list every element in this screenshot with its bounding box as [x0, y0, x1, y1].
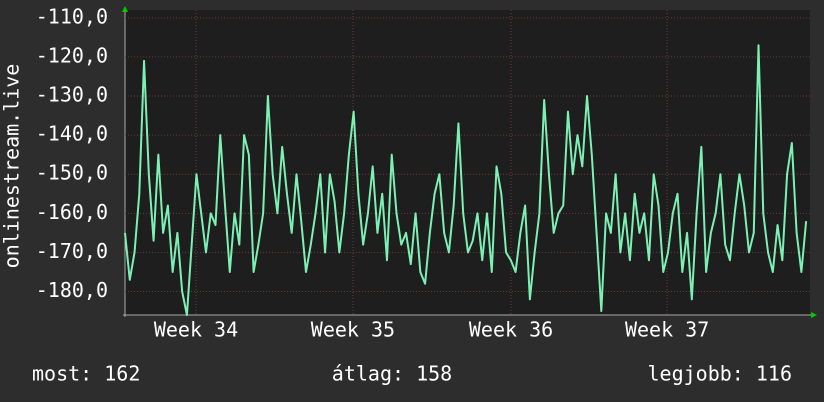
y-tick-label: -140,0	[36, 122, 108, 146]
x-tick-label: Week 37	[625, 318, 709, 342]
stat-current: most: 162	[32, 362, 140, 386]
y-tick-label: -170,0	[36, 239, 108, 263]
axis-arrow	[811, 312, 817, 318]
y-tick-label: -180,0	[36, 278, 108, 302]
y-tick-label: -160,0	[36, 200, 108, 224]
x-tick-label: Week 35	[311, 318, 395, 342]
y-tick-label: -130,0	[36, 83, 108, 107]
data-line	[124, 44, 808, 316]
y-tick-label: -150,0	[36, 161, 108, 185]
y-tick-label: -110,0	[36, 4, 108, 28]
y-axis-label: onlinestream.live	[0, 64, 24, 269]
x-tick-label: Week 34	[154, 318, 238, 342]
y-tick-label: -120,0	[36, 43, 108, 67]
x-tick-label: Week 36	[469, 318, 553, 342]
stat-average: átlag: 158	[332, 362, 452, 386]
stat-best: legjobb: 116	[648, 362, 793, 386]
plot-area	[125, 10, 810, 315]
axis-arrow	[122, 6, 128, 12]
